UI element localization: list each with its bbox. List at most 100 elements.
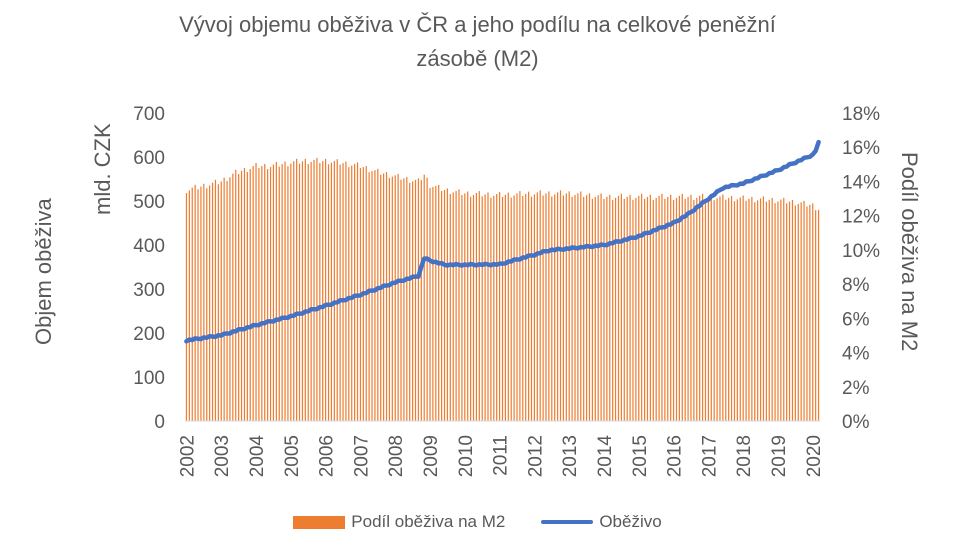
- bar-share: [646, 196, 649, 421]
- bar-share: [742, 195, 744, 421]
- bar-share: [588, 193, 591, 421]
- bar-share: [600, 193, 602, 421]
- bar-share: [797, 203, 799, 421]
- bar-share: [200, 186, 202, 421]
- bar-share: [310, 161, 312, 421]
- x-tick-label: 2014: [595, 435, 616, 478]
- bar-share: [443, 190, 446, 421]
- bar-share: [278, 166, 280, 421]
- y-right-tick-label: 2%: [842, 378, 870, 399]
- bar-share: [519, 191, 521, 421]
- bar-share: [380, 174, 382, 421]
- y-left-tick-label: 600: [133, 148, 165, 169]
- bar-share: [730, 195, 733, 421]
- bar-share: [235, 169, 237, 421]
- bar-share: [733, 201, 736, 421]
- bar-share: [580, 191, 582, 421]
- legend-item-share: Podíl oběživa na M2: [293, 512, 505, 532]
- x-tick-label: 2015: [630, 435, 651, 477]
- bar-share: [722, 194, 724, 421]
- bar-share: [626, 196, 628, 421]
- legend-swatch-bar: [293, 515, 346, 529]
- bar-share: [272, 164, 275, 422]
- bar-share: [571, 196, 573, 421]
- bar-share: [664, 198, 666, 421]
- bar-share: [583, 196, 585, 421]
- legend-item-currency: Oběživo: [541, 512, 662, 532]
- bar-share: [414, 179, 417, 421]
- y-right-tick-label: 0%: [842, 412, 870, 433]
- bar-share: [348, 167, 350, 421]
- bar-share: [229, 177, 231, 421]
- bar-share: [501, 197, 504, 421]
- bar-share: [284, 161, 286, 421]
- bar-share: [426, 177, 428, 421]
- bar-share: [585, 195, 588, 421]
- bar-share: [423, 174, 425, 421]
- bar-share: [641, 193, 643, 421]
- bar-share: [812, 203, 814, 421]
- bar-share: [786, 203, 788, 421]
- x-tick-label: 2006: [317, 435, 338, 477]
- bar-share: [191, 187, 193, 421]
- bar-share: [304, 158, 306, 421]
- bar-share: [594, 197, 596, 421]
- bar-share: [527, 191, 530, 421]
- x-tick-label: 2017: [699, 435, 720, 477]
- legend-label-share: Podíl oběživa na M2: [351, 512, 506, 531]
- bar-share: [240, 170, 243, 421]
- bar-share: [391, 176, 393, 421]
- legend-swatch-line: [541, 520, 594, 524]
- y-left-tick-label: 100: [133, 368, 165, 389]
- bar-share: [214, 179, 217, 421]
- bar-share: [397, 173, 399, 421]
- bar-share: [803, 200, 805, 421]
- bar-share: [455, 190, 457, 421]
- bar-share: [710, 194, 712, 421]
- bar-share: [446, 188, 449, 421]
- x-tick-label: 2002: [177, 435, 198, 477]
- bar-share: [249, 169, 251, 421]
- bar-share: [327, 164, 330, 422]
- bar-share: [536, 192, 538, 421]
- bar-share: [469, 196, 472, 421]
- bar-share: [655, 197, 657, 421]
- bar-share: [513, 195, 515, 421]
- bar-share: [232, 173, 234, 421]
- x-tick-label: 2013: [560, 435, 581, 477]
- bar-share: [603, 198, 605, 421]
- bar-share: [409, 182, 411, 421]
- x-tick-label: 2011: [491, 435, 512, 476]
- bar-share: [461, 194, 463, 421]
- x-tick-label: 2020: [804, 435, 825, 477]
- bar-share: [809, 204, 811, 421]
- bar-share: [467, 191, 469, 421]
- bar-share: [301, 161, 304, 421]
- bar-share: [670, 194, 672, 421]
- bar-series-share: [185, 157, 820, 422]
- bar-share: [264, 163, 266, 422]
- bar-share: [788, 201, 791, 421]
- bar-share: [678, 195, 680, 421]
- bar-share: [478, 191, 480, 421]
- bar-share: [217, 184, 219, 421]
- bar-share: [313, 159, 315, 421]
- bar-share: [322, 160, 324, 421]
- bar-share: [258, 168, 260, 421]
- y-left-tick-label: 0: [154, 412, 165, 433]
- bar-share: [713, 200, 715, 421]
- x-tick-label: 2019: [769, 435, 790, 477]
- bar-share: [420, 180, 422, 421]
- bar-share: [704, 198, 707, 421]
- bar-share: [597, 195, 599, 421]
- bar-share: [681, 193, 683, 421]
- bar-share: [403, 178, 405, 421]
- bar-share: [354, 164, 356, 422]
- x-tick-label: 2004: [247, 435, 268, 478]
- bar-share: [351, 165, 353, 421]
- bar-share: [672, 199, 675, 421]
- y-right-tick-label: 4%: [842, 344, 870, 365]
- bar-share: [481, 196, 483, 421]
- bar-share: [551, 196, 553, 421]
